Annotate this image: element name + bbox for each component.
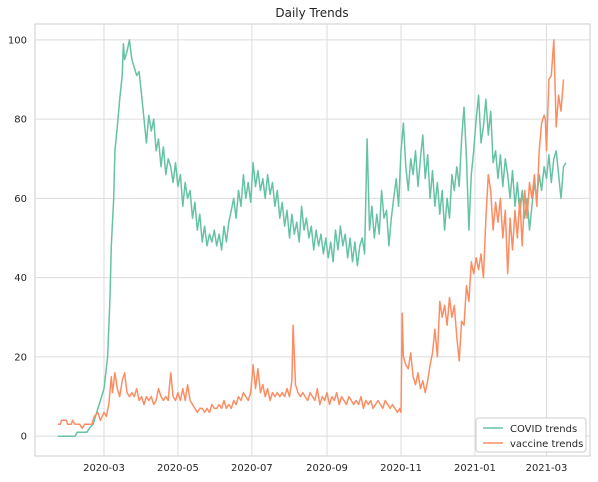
legend-box xyxy=(475,417,587,453)
x-tick-label: 2020-07 xyxy=(231,463,273,474)
x-tick-label: 2020-05 xyxy=(157,463,199,474)
y-tick-label: 60 xyxy=(14,194,27,205)
y-tick-label: 100 xyxy=(8,35,27,46)
x-tick-label: 2021-01 xyxy=(454,463,496,474)
legend-label-vaccine: vaccine trends xyxy=(510,439,583,450)
vaccine-trends-line xyxy=(57,39,565,430)
covid-trends-line xyxy=(57,39,567,437)
y-tick-label: 40 xyxy=(14,273,27,284)
legend-label-covid: COVID trends xyxy=(510,424,577,435)
y-tick-labels: 0 20 40 60 80 100 xyxy=(8,35,27,442)
chart-legend: COVID trends vaccine trends xyxy=(475,417,587,453)
series-lines xyxy=(57,39,567,437)
x-tick-label: 2020-11 xyxy=(380,463,422,474)
x-tick-labels: 2020-03 2020-05 2020-07 2020-09 2020-11 2021-… xyxy=(83,463,567,474)
chart-title: Daily Trends xyxy=(275,6,348,20)
x-tick-label: 2020-09 xyxy=(306,463,348,474)
y-tick-label: 0 xyxy=(21,432,27,443)
x-tick-label: 2021-03 xyxy=(526,463,568,474)
y-tick-label: 80 xyxy=(14,115,27,126)
x-tick-label: 2020-03 xyxy=(83,463,125,474)
y-tick-label: 20 xyxy=(14,352,27,363)
